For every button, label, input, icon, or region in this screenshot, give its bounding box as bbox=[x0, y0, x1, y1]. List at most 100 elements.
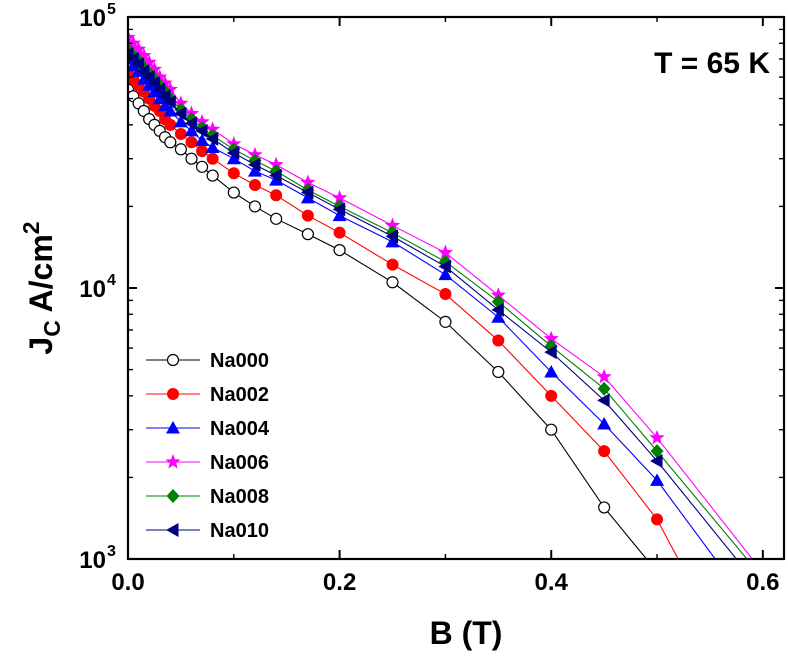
data-point-na000 bbox=[206, 169, 219, 182]
legend-entry-na010: Na010 bbox=[146, 520, 269, 542]
data-point-na000 bbox=[301, 228, 314, 241]
data-point-na002 bbox=[227, 167, 240, 180]
data-point-na006 bbox=[162, 81, 178, 96]
data-point-na004 bbox=[142, 78, 157, 91]
y-tick-label: 10 bbox=[79, 5, 106, 32]
data-point-na002 bbox=[270, 189, 283, 202]
data-point-na004 bbox=[300, 190, 315, 204]
data-point-na004 bbox=[385, 234, 400, 248]
x-tick-label: 0.2 bbox=[323, 569, 356, 596]
data-point-na010 bbox=[163, 95, 176, 110]
data-point-na002 bbox=[174, 128, 187, 141]
data-point-na002 bbox=[386, 258, 399, 271]
data-point-na010 bbox=[147, 76, 160, 91]
data-point-na006 bbox=[146, 61, 163, 76]
data-point-na004 bbox=[147, 84, 162, 98]
data-point-na006 bbox=[157, 75, 173, 90]
y-axis-label-sub: C bbox=[39, 320, 65, 337]
data-point-na004 bbox=[597, 416, 612, 430]
data-point-na006 bbox=[649, 429, 665, 445]
data-point-na006 bbox=[437, 244, 454, 260]
data-point-na006 bbox=[136, 47, 152, 63]
data-point-na006 bbox=[596, 368, 612, 384]
legend-marker-na008 bbox=[166, 489, 180, 503]
data-point-na004 bbox=[544, 364, 559, 378]
data-point-na004 bbox=[491, 310, 506, 323]
legend-entry-na004: Na004 bbox=[146, 418, 270, 440]
data-point-na006 bbox=[300, 174, 316, 190]
legend-entry-na002: Na002 bbox=[146, 384, 269, 406]
data-point-na000 bbox=[598, 501, 611, 514]
legend: Na000 Na002 Na004 Na006 Na008 Na010 bbox=[146, 350, 270, 542]
data-point-na000 bbox=[333, 243, 346, 257]
data-point-na010 bbox=[131, 57, 145, 72]
data-point-na004 bbox=[163, 103, 178, 117]
data-point-na010 bbox=[142, 70, 155, 85]
y-tick-label-exponent: 5 bbox=[107, 1, 116, 18]
legend-entry-na008: Na008 bbox=[146, 486, 269, 508]
data-point-na004 bbox=[184, 123, 199, 137]
data-point-na002 bbox=[492, 334, 505, 347]
data-point-na010 bbox=[269, 168, 282, 183]
data-point-na002 bbox=[248, 178, 261, 191]
data-point-na000 bbox=[227, 186, 240, 199]
legend-label-na000: Na000 bbox=[210, 350, 269, 372]
legend-label-na004: Na004 bbox=[210, 418, 270, 440]
data-point-na010 bbox=[152, 82, 166, 97]
data-point-na002 bbox=[196, 145, 209, 158]
plot-frame bbox=[126, 15, 786, 561]
data-point-na010 bbox=[332, 202, 346, 217]
series-na004 bbox=[128, 51, 716, 559]
data-point-na004 bbox=[247, 164, 262, 177]
data-point-na010 bbox=[158, 89, 171, 104]
data-point-na004 bbox=[152, 91, 167, 105]
axes bbox=[126, 15, 786, 561]
data-point-na002 bbox=[333, 226, 346, 239]
data-point-na000 bbox=[545, 423, 558, 436]
data-point-na010 bbox=[650, 453, 663, 468]
y-tick-label: 10 bbox=[79, 276, 106, 303]
data-point-na000 bbox=[195, 160, 209, 173]
data-point-na004 bbox=[226, 151, 241, 165]
data-point-na010 bbox=[226, 145, 240, 160]
data-point-na010 bbox=[195, 123, 208, 138]
y-axis-label-unit: A/cm bbox=[23, 234, 59, 320]
data-point-na010 bbox=[385, 229, 399, 244]
data-point-na002 bbox=[598, 445, 611, 458]
legend-label-na006: Na006 bbox=[210, 452, 269, 474]
data-point-na002 bbox=[206, 152, 219, 165]
data-point-na006 bbox=[268, 156, 284, 172]
data-point-na010 bbox=[491, 302, 504, 317]
data-point-na004 bbox=[205, 140, 220, 153]
data-point-na002 bbox=[439, 288, 452, 301]
data-point-na010 bbox=[438, 259, 451, 274]
legend-label-na010: Na010 bbox=[210, 520, 269, 542]
data-point-na006 bbox=[205, 121, 221, 136]
data-point-na008 bbox=[650, 444, 664, 459]
data-point-na010 bbox=[247, 157, 261, 172]
legend-marker-na004 bbox=[166, 421, 180, 434]
data-point-na010 bbox=[544, 345, 557, 360]
data-point-na008 bbox=[597, 381, 611, 396]
legend-marker-na000 bbox=[166, 353, 180, 367]
data-point-na002 bbox=[301, 209, 314, 222]
data-point-na006 bbox=[543, 330, 559, 346]
data-point-na002 bbox=[651, 513, 664, 526]
y-axis-label-sup: 2 bbox=[18, 221, 44, 234]
data-point-na000 bbox=[270, 212, 283, 225]
y-tick-label-exponent: 4 bbox=[107, 272, 116, 289]
y-tick-label: 10 bbox=[79, 547, 106, 574]
data-point-na004 bbox=[332, 208, 347, 222]
legend-entry-na006: Na006 bbox=[146, 452, 269, 474]
data-point-na000 bbox=[174, 143, 188, 156]
x-tick-label: 0.6 bbox=[746, 569, 779, 596]
data-point-na000 bbox=[439, 315, 452, 328]
data-point-na006 bbox=[141, 54, 157, 69]
data-point-na000 bbox=[492, 365, 505, 379]
data-point-na006 bbox=[384, 217, 401, 233]
data-point-na010 bbox=[300, 185, 314, 200]
series-line-na000 bbox=[128, 89, 647, 559]
plot-marks bbox=[128, 29, 753, 559]
x-tick-label: 0.0 bbox=[111, 569, 144, 596]
